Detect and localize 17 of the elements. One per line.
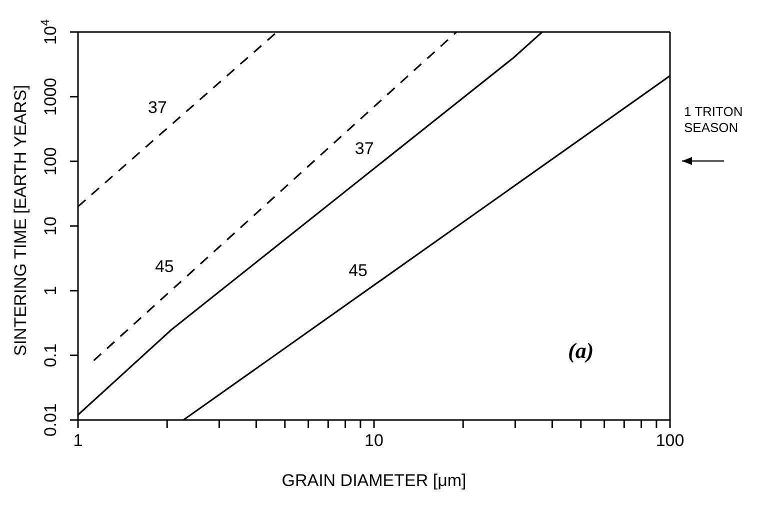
- y-tick-label: 10: [41, 216, 60, 236]
- y-tick-label: 100: [41, 147, 60, 176]
- y-tick-label: 0.1: [41, 344, 60, 368]
- y-axis-title: SINTERING TIME [EARTH YEARS]: [11, 84, 30, 356]
- series-label: 45: [348, 260, 368, 280]
- series-label: 37: [148, 98, 167, 117]
- series-label: 37: [354, 138, 374, 158]
- x-axis-title: GRAIN DIAMETER [μm]: [282, 471, 466, 490]
- y-tick-label: 1000: [41, 78, 60, 116]
- x-tick-label: 100: [656, 431, 684, 450]
- x-tick-label: 10: [364, 431, 384, 450]
- y-tick-label: 0.01: [41, 403, 60, 437]
- x-tick-label: 1: [73, 431, 83, 450]
- text: 1 TRITON SEASON: [684, 104, 744, 136]
- y-tick-label: 1: [41, 286, 60, 296]
- series-label: 45: [154, 256, 174, 276]
- annotation: (a): [568, 338, 594, 364]
